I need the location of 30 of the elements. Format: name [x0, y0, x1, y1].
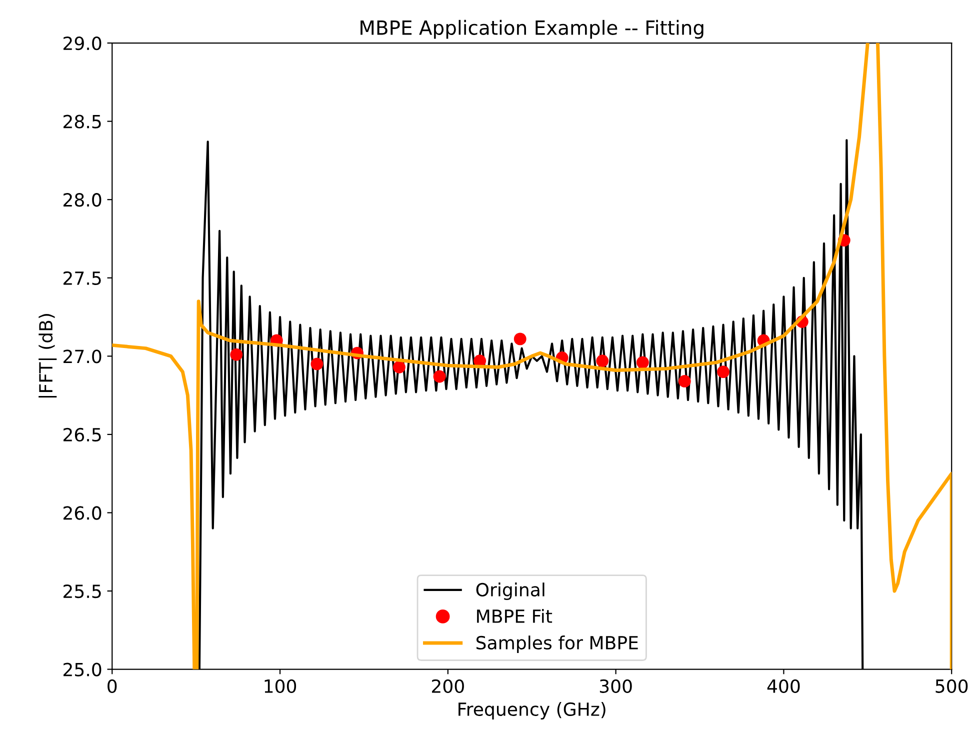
x-axis-title: Frequency (GHz): [458, 702, 606, 720]
point: [393, 360, 406, 374]
point: [230, 348, 243, 361]
x-tick-label: 400: [767, 679, 800, 693]
legend-label: Samples for MBPE: [476, 636, 638, 654]
legend-label: MBPE Fit: [477, 609, 552, 623]
y-tick-label: 26.5: [64, 428, 101, 442]
point: [717, 366, 730, 378]
legend-label: Original: [476, 582, 544, 600]
y-tick-label: 28.0: [64, 193, 102, 207]
y-tick-label: 28.5: [64, 114, 101, 128]
x-tick-label: 300: [600, 679, 632, 693]
y-tick-label: 25.0: [64, 662, 102, 676]
point: [596, 354, 609, 368]
y-tick-label: 25.5: [64, 584, 101, 598]
x-tick-label: 500: [936, 679, 968, 693]
point: [514, 332, 526, 346]
point: [678, 375, 691, 388]
y-tick-label: 29.0: [64, 36, 102, 50]
x-tick-label: 100: [264, 679, 296, 693]
point: [433, 370, 446, 383]
point: [636, 356, 649, 369]
point: [310, 358, 324, 370]
x-tick-label: 0: [108, 679, 117, 693]
chart-title: MBPE Application Example -- Fitting: [360, 20, 704, 39]
y-tick-label: 26.0: [64, 506, 102, 520]
y-tick-label: 27.0: [64, 350, 102, 364]
y-axis-title: |FFT| (dB): [38, 314, 57, 398]
y-tick-label: 27.5: [64, 271, 101, 285]
x-tick-label: 200: [432, 679, 464, 693]
